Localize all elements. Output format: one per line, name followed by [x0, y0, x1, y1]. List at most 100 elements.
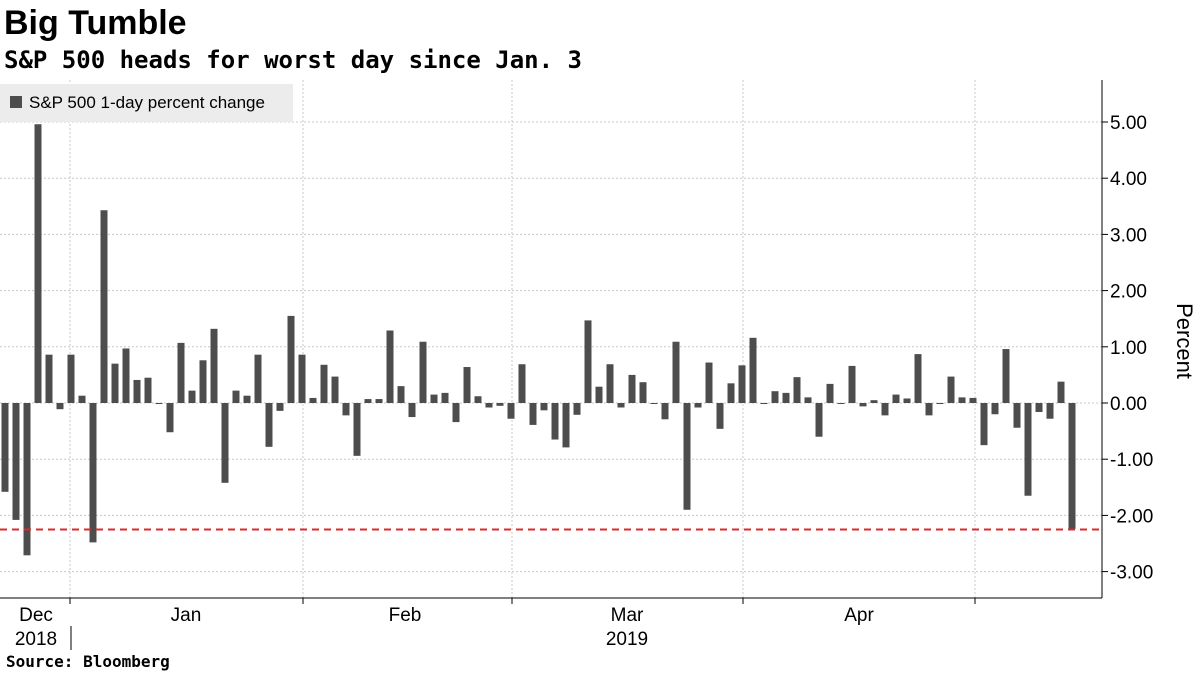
x-tick-label: Jan [171, 605, 202, 626]
bar [639, 382, 647, 403]
bar [793, 377, 801, 403]
bar [496, 403, 504, 406]
bar [870, 400, 878, 403]
bar [936, 403, 944, 404]
y-axis-title: Percent [1172, 303, 1197, 379]
y-tick-label: 0.00 [1110, 394, 1147, 415]
bar [342, 403, 350, 416]
bar [694, 403, 702, 408]
bar [1002, 349, 1010, 403]
bar [166, 403, 174, 433]
bar [375, 399, 383, 403]
bar [727, 383, 735, 403]
legend-background [0, 84, 293, 122]
legend-swatch [10, 96, 22, 108]
bar [661, 403, 669, 420]
x-tick-label: Mar [611, 605, 644, 626]
bar-series [1, 124, 1076, 556]
bar [881, 403, 889, 416]
bar [430, 394, 438, 403]
bar [78, 395, 86, 403]
bar [1046, 403, 1054, 419]
bar [859, 403, 867, 407]
bar [364, 399, 372, 403]
bar [155, 403, 163, 404]
bar [1024, 403, 1032, 496]
bar [760, 403, 768, 404]
bar [815, 403, 823, 437]
bar [474, 396, 482, 403]
bar [540, 403, 548, 411]
bar [892, 394, 900, 403]
bar [980, 403, 988, 446]
y-tick-label: 1.00 [1110, 338, 1147, 359]
bar [287, 315, 295, 403]
bar [56, 403, 64, 410]
bar [562, 403, 570, 448]
bar [221, 403, 229, 483]
bar [683, 403, 691, 510]
bar [298, 354, 306, 403]
bar [320, 364, 328, 403]
x-year-label: 2019 [606, 629, 648, 650]
x-year-label: 2018 [15, 629, 57, 650]
bar [771, 391, 779, 403]
bar [903, 398, 911, 403]
bar [628, 374, 636, 403]
bar [386, 330, 394, 403]
x-tick-label: Dec [19, 605, 53, 626]
bar [507, 403, 515, 419]
bar [89, 403, 97, 543]
bar [265, 403, 273, 447]
bar [397, 386, 405, 403]
legend: S&P 500 1-day percent change [0, 84, 293, 122]
chart-title: Big Tumble [4, 4, 187, 42]
bar [419, 341, 427, 403]
bar [804, 397, 812, 403]
bar [595, 386, 603, 403]
bar [947, 376, 955, 403]
bar [485, 403, 493, 408]
bar [210, 328, 218, 403]
bar [1035, 403, 1043, 412]
chart-subtitle: S&P 500 heads for worst day since Jan. 3 [4, 46, 582, 74]
bar [969, 397, 977, 403]
bar [12, 403, 20, 520]
y-tick-label: -3.00 [1110, 563, 1153, 584]
bar [584, 320, 592, 403]
source-note: Source: Bloomberg [6, 652, 170, 671]
bar [716, 403, 724, 429]
bar [243, 395, 251, 403]
bar [749, 337, 757, 403]
bar [309, 397, 317, 403]
bar [617, 403, 625, 408]
bar [408, 403, 416, 418]
legend-label: S&P 500 1-day percent change [29, 93, 265, 112]
bar [177, 342, 185, 403]
bar [837, 403, 845, 404]
bar [441, 392, 449, 403]
bar [705, 362, 713, 403]
bar [1013, 403, 1021, 428]
y-tick-label: -2.00 [1110, 506, 1153, 527]
bar [199, 360, 207, 403]
bar [34, 124, 42, 404]
bar [672, 341, 680, 403]
bar [331, 376, 339, 403]
bar [650, 403, 658, 404]
bar [958, 397, 966, 403]
y-tick-label: -1.00 [1110, 450, 1153, 471]
bar [1068, 403, 1076, 529]
bar [254, 354, 262, 403]
bar [100, 210, 108, 403]
bar [133, 379, 141, 403]
bar [573, 403, 581, 415]
grid-lines [0, 80, 1102, 598]
bar [45, 354, 53, 403]
bar [991, 403, 999, 415]
bar [914, 354, 922, 403]
bar [848, 365, 856, 403]
bar [826, 383, 834, 403]
bar [551, 403, 559, 440]
bar [518, 364, 526, 403]
